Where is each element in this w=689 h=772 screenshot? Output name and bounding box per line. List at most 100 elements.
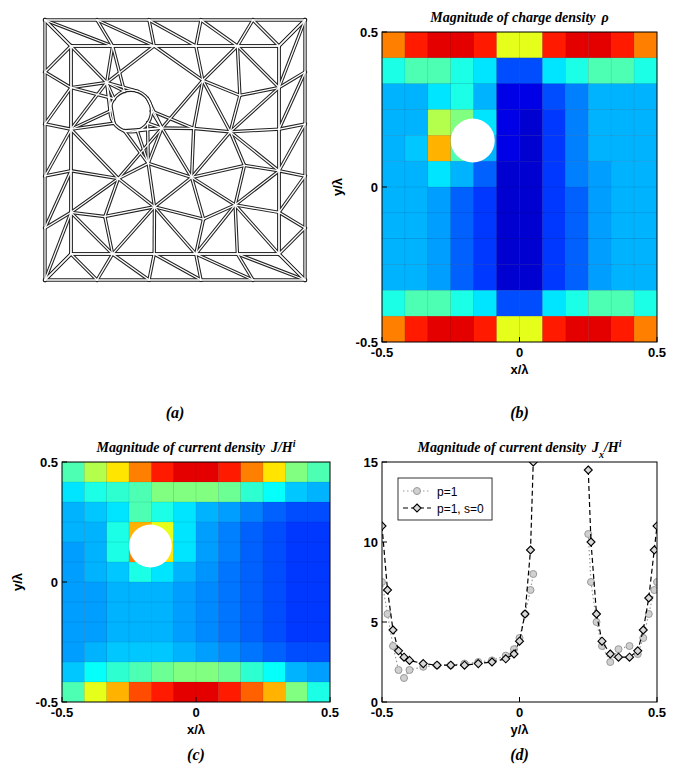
mesh-edge: [118, 163, 148, 178]
heat-cell: [497, 32, 520, 58]
mesh-edge: [71, 179, 118, 213]
heat-cell: [428, 316, 451, 342]
heat-cell: [241, 582, 264, 602]
heat-cell: [84, 682, 107, 702]
mesh-edge: [118, 128, 162, 179]
mesh-edge: [45, 19, 305, 20]
heat-cell: [520, 213, 543, 239]
mesh-edge: [192, 165, 245, 177]
heat-cell: [285, 562, 308, 582]
mesh-edge: [192, 128, 194, 177]
mesh-edge: [154, 254, 201, 280]
heat-cell: [263, 542, 286, 562]
mesh-edge: [196, 46, 203, 80]
mesh-edge: [162, 127, 194, 129]
mesh-edge: [279, 20, 305, 46]
heat-cell: [107, 522, 130, 542]
heat-cell: [565, 187, 588, 213]
heat-cell: [542, 265, 565, 291]
mesh-edge: [71, 46, 107, 83]
heat-cell: [382, 58, 405, 84]
heat-cell: [241, 662, 264, 682]
mesh-edge: [45, 72, 71, 88]
heat-cell: [428, 265, 451, 291]
mesh-edge: [148, 163, 154, 206]
mesh-edge: [107, 46, 113, 83]
mesh-edge: [277, 46, 280, 88]
title-part: i: [293, 438, 296, 449]
marker: [584, 466, 592, 474]
mesh-edge: [149, 20, 196, 46]
heat-cell: [611, 110, 634, 136]
mesh-edge: [277, 88, 280, 130]
heat-cell: [129, 462, 152, 482]
mesh-edge: [237, 45, 279, 46]
heat-cell: [588, 161, 611, 187]
heat-cell: [308, 462, 330, 482]
mesh-edge: [152, 207, 156, 254]
plot-area: [382, 462, 657, 682]
heat-cell: [497, 58, 520, 84]
heat-cell: [62, 602, 85, 622]
title-part: /H: [603, 440, 620, 455]
mesh-edge: [154, 46, 203, 80]
mesh-edge: [230, 129, 279, 132]
heat-cell: [382, 316, 405, 342]
heat-cell: [285, 582, 308, 602]
marker: [639, 626, 647, 634]
heat-cell: [542, 84, 565, 110]
heat-cell: [107, 662, 130, 682]
heat-cell: [611, 239, 634, 265]
mesh-edge: [71, 129, 118, 178]
heat-cell: [62, 482, 85, 502]
mesh-edge: [237, 46, 239, 95]
mesh-edge: [244, 165, 279, 170]
heat-cell: [84, 642, 107, 662]
mesh-edge: [71, 88, 114, 99]
mesh-edge: [71, 129, 118, 178]
heat-cell: [151, 682, 174, 702]
heat-cell: [196, 662, 219, 682]
heat-cell: [474, 213, 497, 239]
mesh-edge: [113, 254, 149, 280]
heat-cell: [174, 462, 197, 482]
heat-cell: [497, 187, 520, 213]
mesh-edge: [148, 163, 154, 206]
heat-cell: [520, 265, 543, 291]
heat-cell: [196, 622, 219, 642]
heat-cell: [218, 662, 241, 682]
heat-cell: [405, 213, 428, 239]
heat-cell: [451, 316, 474, 342]
marker: [414, 488, 421, 495]
heat-cell: [107, 542, 130, 562]
mesh-edge: [71, 46, 107, 83]
mesh-edge: [240, 88, 279, 96]
mesh-edge: [69, 212, 72, 254]
heat-cell: [565, 316, 588, 342]
heat-cell: [62, 502, 85, 522]
marker: [615, 653, 623, 661]
mesh-edge: [154, 207, 156, 254]
legend-label: p=1, s=0: [437, 502, 484, 516]
heat-cell: [218, 522, 241, 542]
mesh-edge: [124, 131, 148, 164]
mesh-edge: [278, 88, 279, 130]
mesh-edge: [279, 176, 305, 212]
heat-cell: [62, 682, 85, 702]
mesh-edge: [196, 253, 238, 254]
heat-cell: [263, 502, 286, 522]
heat-cell: [428, 187, 451, 213]
heat-cell: [634, 135, 657, 161]
heat-cell: [174, 642, 197, 662]
heat-cell: [196, 682, 219, 702]
mesh-edge: [278, 46, 279, 254]
heat-cell: [263, 662, 286, 682]
heat-cell: [588, 58, 611, 84]
mesh-edge: [304, 20, 305, 280]
heat-cell: [542, 161, 565, 187]
mesh-edge: [97, 254, 113, 280]
mesh-edge: [70, 212, 71, 254]
heat-cell: [565, 290, 588, 316]
heat-cell: [451, 213, 474, 239]
marker: [395, 667, 402, 674]
